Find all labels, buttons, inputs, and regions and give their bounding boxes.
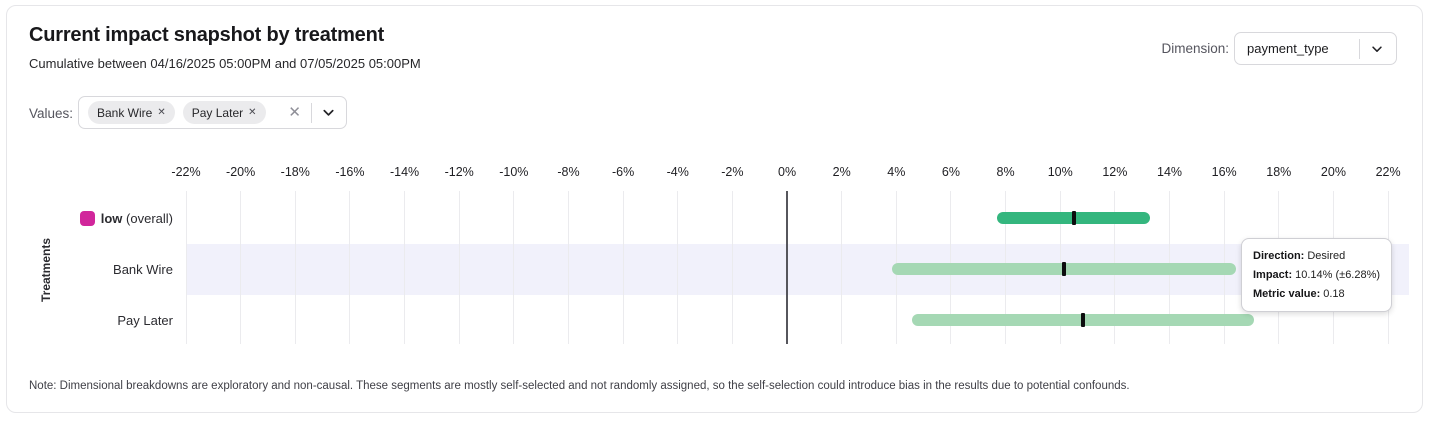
impact-center-tick — [1062, 262, 1067, 276]
gridline — [349, 191, 351, 344]
axis-tick-label: 12% — [1102, 165, 1128, 179]
divider — [1359, 38, 1360, 59]
row-label-text: Pay Later — [117, 312, 173, 328]
axis-tick-label: 18% — [1266, 165, 1292, 179]
axis-tick-label: 14% — [1157, 165, 1183, 179]
gridline — [677, 191, 679, 344]
impact-center-tick — [1080, 313, 1085, 327]
chip-label: Bank Wire — [97, 105, 153, 120]
axis-tick-label: 4% — [887, 165, 906, 179]
dimension-select[interactable]: payment_type — [1234, 32, 1397, 65]
gridline — [731, 191, 733, 344]
treatment-row-label: low (overall) — [57, 209, 173, 227]
axis-tick-label: 0% — [777, 165, 797, 179]
axis-tick-label: -6% — [611, 165, 635, 179]
gridline — [294, 191, 296, 344]
impact-snapshot-card: Current impact snapshot by treatment Cum… — [6, 5, 1423, 413]
value-chip-bank-wire[interactable]: Bank Wire ✕ — [88, 101, 175, 124]
value-chip-pay-later[interactable]: Pay Later ✕ — [182, 101, 266, 124]
axis-tick-label: -18% — [280, 165, 310, 179]
axis-tick-label: -14% — [389, 165, 420, 179]
tooltip-direction-row: Direction: Desired — [1253, 250, 1346, 262]
clear-all-icon[interactable]: ✕ — [288, 104, 301, 121]
gridline — [622, 191, 624, 344]
axis-tick-label: 10% — [1047, 165, 1073, 179]
dimension-label: Dimension: — [1161, 41, 1229, 56]
gridline — [404, 191, 406, 344]
page-title: Current impact snapshot by treatment — [29, 24, 385, 46]
gridline — [185, 191, 187, 344]
x-axis: -22% -20% -18% -16% -14% -12% -10% -8% -6% -4% -2%… — [171, 165, 1409, 181]
remove-chip-icon[interactable]: ✕ — [248, 107, 257, 118]
row-label-text: low (overall) — [100, 210, 173, 226]
axis-tick-label: -8% — [557, 165, 580, 179]
axis-tick-label: -10% — [499, 165, 529, 179]
gridline — [458, 191, 460, 344]
axis-tick-label: 6% — [941, 165, 960, 179]
date-range-subtitle: Cumulative between 04/16/2025 05:00PM an… — [29, 56, 421, 71]
gridline — [513, 191, 515, 344]
axis-tick-label: 2% — [832, 165, 851, 179]
axis-tick-label: -16% — [335, 165, 365, 179]
gridline — [567, 191, 569, 344]
treatment-row-label: Bank Wire — [57, 260, 173, 278]
axis-tick-label: -4% — [666, 165, 689, 179]
values-label: Values: — [29, 106, 74, 121]
axis-tick-label: -22% — [171, 165, 201, 179]
axis-tick-label: 16% — [1211, 165, 1237, 179]
zero-gridline — [786, 191, 788, 344]
dimension-selected-value: payment_type — [1247, 41, 1329, 56]
gridline — [841, 191, 843, 344]
y-axis-title: Treatments — [39, 237, 53, 303]
divider — [311, 102, 312, 123]
chevron-down-icon — [1370, 42, 1384, 56]
gridline — [240, 191, 242, 344]
row-label-text: Bank Wire — [113, 261, 173, 277]
remove-chip-icon[interactable]: ✕ — [157, 107, 166, 118]
axis-tick-label: 20% — [1320, 165, 1346, 179]
chevron-down-icon[interactable] — [321, 105, 336, 120]
impact-center-tick — [1071, 211, 1076, 225]
plot-area — [185, 191, 1409, 344]
axis-tick-label: -2% — [721, 165, 744, 179]
tooltip-impact-row: Impact: 10.14% (±6.28%) — [1253, 269, 1381, 281]
axis-tick-label: 8% — [996, 165, 1015, 179]
axis-tick-label: -20% — [226, 165, 256, 179]
footnote: Note: Dimensional breakdowns are explora… — [29, 380, 1130, 392]
tooltip-metric-row: Metric value: 0.18 — [1253, 288, 1345, 300]
legend-swatch — [79, 210, 95, 226]
treatment-row-label: Pay Later — [57, 311, 173, 329]
chip-label: Pay Later — [191, 105, 244, 120]
chart-tooltip: Direction: Desired Impact: 10.14% (±6.28%)… — [1241, 238, 1393, 312]
axis-tick-label: -12% — [444, 165, 474, 179]
axis-tick-label: 22% — [1375, 165, 1401, 179]
values-multiselect[interactable]: Bank Wire ✕ Pay Later ✕ ✕ — [78, 96, 347, 129]
